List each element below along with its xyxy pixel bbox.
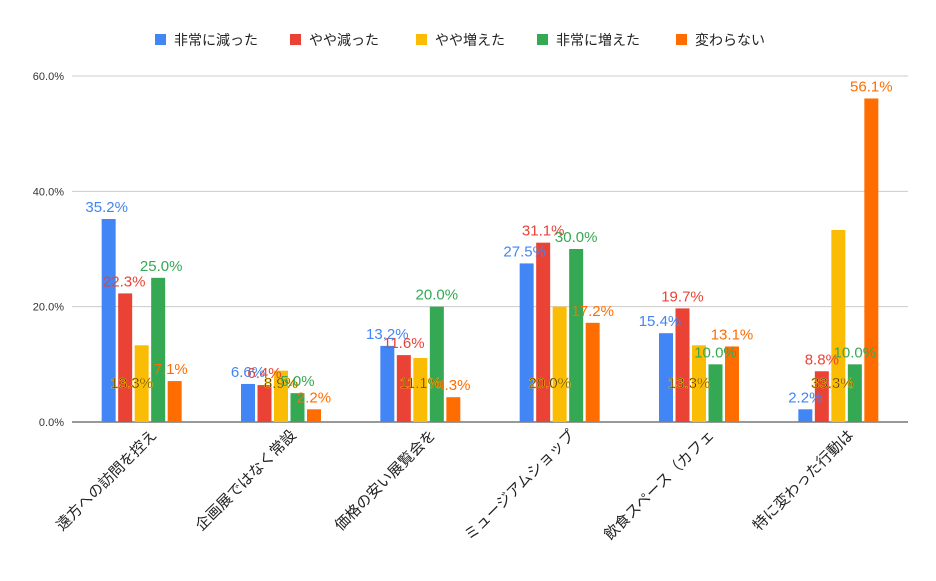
data-label: 19.7% (661, 288, 704, 305)
legend-label: やや増えた (435, 33, 505, 49)
x-category-label: 価格の安い展覧会を (331, 426, 439, 534)
data-label: 13.2% (366, 326, 409, 343)
bar (257, 385, 272, 422)
bar (814, 371, 829, 422)
bar (167, 381, 182, 422)
data-label: 20.0% (416, 287, 459, 304)
data-label: 17.2% (571, 303, 614, 320)
bar (446, 397, 461, 422)
bar (241, 383, 255, 422)
legend-swatch (676, 34, 687, 45)
legend: 非常に減った やや減った やや増えた 非常に増えた 変わらない (155, 32, 765, 49)
data-label: 6.6% (231, 364, 265, 381)
x-category-label: 遠方への訪問を控え (52, 426, 160, 534)
legend-label: 非常に増えた (556, 33, 640, 49)
bars (101, 98, 879, 423)
bar (659, 333, 673, 422)
bar (864, 98, 879, 423)
x-category-label: 企画展ではなく常設 (192, 426, 300, 534)
bar (831, 229, 846, 422)
data-label: 8.8% (805, 351, 839, 368)
data-label: 20.0% (528, 375, 571, 392)
legend-swatch (155, 34, 166, 45)
bar (413, 357, 428, 422)
data-label: 5.0% (280, 373, 314, 390)
bar (692, 345, 706, 422)
data-label: 35.2% (85, 199, 128, 216)
bar (585, 322, 600, 422)
data-label: 10.0% (694, 344, 737, 361)
bar (569, 249, 584, 422)
data-label: 22.3% (103, 273, 146, 290)
data-label: 13.1% (711, 326, 754, 343)
data-label: 27.5% (503, 243, 546, 260)
bar (552, 306, 567, 422)
bar (429, 306, 444, 422)
bar (290, 393, 305, 422)
bar (798, 409, 813, 422)
bar (708, 364, 723, 422)
x-category-label: 特に変わった行動は (749, 426, 857, 534)
data-label: 13.3% (110, 375, 153, 392)
data-label: 2.2% (297, 389, 331, 406)
data-label: 8.9% (264, 375, 298, 392)
legend-label: やや減った (309, 32, 379, 49)
bar (307, 409, 321, 422)
bar (847, 364, 862, 422)
bar (101, 219, 116, 422)
data-label: 30.0% (555, 229, 598, 246)
bar (725, 346, 739, 422)
data-label: 11.1% (400, 375, 441, 392)
data-label: 31.1% (522, 223, 565, 240)
data-label: 7.1% (154, 361, 188, 378)
gridlines (72, 75, 908, 423)
legend-swatch (537, 34, 548, 45)
bar (536, 242, 551, 422)
data-label: 2.2% (788, 389, 822, 406)
bar (675, 308, 690, 422)
y-tick-label: 40.0% (33, 186, 64, 198)
legend-swatch (290, 34, 301, 45)
data-label: 10.0% (834, 344, 877, 361)
x-axis-categories: 遠方への訪問を控え 企画展ではなく常設 価格の安い展覧会を ミュージアムショップ 飲食ス… (52, 426, 857, 544)
data-label: 11.6% (383, 335, 424, 352)
data-label: 4.3% (436, 377, 470, 394)
legend-label: 非常に減った (174, 32, 258, 49)
bar (151, 277, 166, 422)
data-label: 13.3% (668, 375, 711, 392)
bar (396, 355, 411, 422)
legend-label: 変わらない (695, 32, 765, 49)
data-label: 33.3% (811, 375, 854, 392)
x-category-label: 飲食スペース（カフェ (600, 426, 718, 544)
y-tick-label: 0.0% (39, 417, 64, 429)
bar (380, 345, 395, 422)
legend-swatch (416, 34, 427, 45)
y-tick-label: 20.0% (33, 302, 64, 314)
bar (519, 263, 534, 422)
data-labels: 35.2% 22.3% 13.3% 25.0% 7.1% 6.6%6.4%8.9%5.0%… (85, 78, 892, 406)
bar (274, 370, 288, 422)
data-label: 56.1% (850, 78, 893, 95)
y-tick-label: 60.0% (33, 71, 64, 83)
x-category-label: ミュージアムショップ (461, 426, 579, 544)
data-label: 6.4% (247, 365, 281, 382)
y-axis-ticks: 0.0% 20.0% 40.0% 60.0% (33, 71, 64, 429)
bar (118, 293, 133, 422)
data-label: 15.4% (639, 313, 682, 330)
data-label: 25.0% (140, 258, 183, 275)
bar (134, 345, 149, 422)
